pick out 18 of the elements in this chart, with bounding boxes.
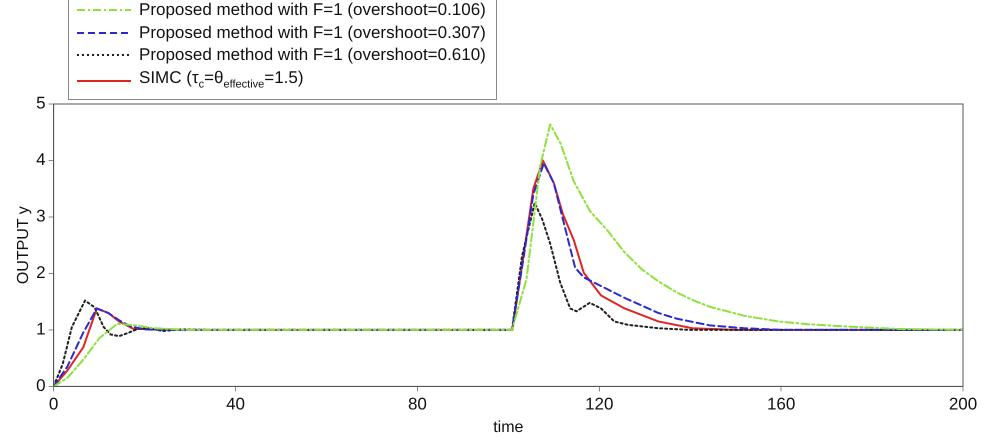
legend-label: Proposed method with F=1 (overshoot=0.610) [139, 44, 486, 66]
legend-label: Proposed method with F=1 (overshoot=0.307) [139, 22, 486, 44]
y-axis-title: OUTPUT y [15, 206, 32, 284]
y-tick-label: 5 [36, 94, 46, 113]
x-tick-label: 0 [48, 394, 58, 414]
y-tick-label: 2 [36, 263, 46, 282]
x-tick-label: 40 [226, 394, 245, 414]
x-tick-label: 160 [766, 394, 796, 414]
y-tick-label: 4 [36, 150, 46, 170]
x-tick-label: 80 [408, 394, 427, 414]
legend-label: Proposed method with F=1 (overshoot=0.106) [139, 0, 486, 21]
legend-label: SIMC (τ$_{c}$=θ$_{effective}$=1.5) [139, 66, 304, 92]
y-tick-label: 1 [36, 320, 46, 339]
x-axis-title: time [493, 418, 524, 436]
y-tick-label: 0 [36, 376, 46, 396]
x-tick-label: 200 [948, 394, 978, 414]
y-tick-label: 3 [36, 206, 46, 226]
x-tick-label: 120 [585, 394, 614, 414]
